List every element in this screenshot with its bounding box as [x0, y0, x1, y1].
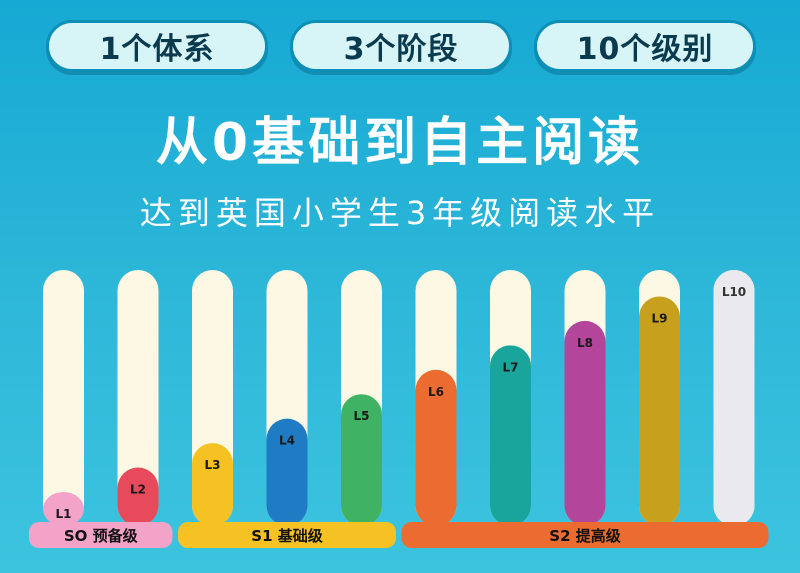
stage-band-0	[29, 522, 173, 548]
badge-stages: 3个阶段	[290, 20, 512, 72]
bar-l7	[490, 345, 531, 526]
bar-label-l1: L1	[56, 507, 72, 521]
bar-label-l7: L7	[503, 360, 519, 374]
stage-label-0: SO 预备级	[64, 527, 139, 545]
bar-l5	[341, 394, 382, 526]
bar-label-l10: L10	[722, 285, 746, 299]
bar-l3	[192, 443, 233, 526]
track-l2	[117, 270, 159, 526]
bar-l1	[43, 492, 84, 526]
bar-label-l9: L9	[652, 311, 668, 325]
stage-band-2	[401, 522, 769, 548]
bar-l9	[639, 296, 680, 526]
bar-label-l3: L3	[205, 458, 221, 472]
bar-label-l4: L4	[279, 434, 295, 448]
bar-label-l8: L8	[577, 336, 593, 350]
bar-l2	[117, 467, 159, 526]
badge-row: 1个体系 3个阶段 10个级别	[0, 14, 800, 80]
stage-label-1: S1 基础级	[251, 527, 323, 545]
badge-levels: 10个级别	[534, 20, 756, 72]
bar-label-l2: L2	[130, 483, 146, 497]
bar-l8	[564, 320, 606, 526]
stage-label-2: S2 提高级	[549, 527, 621, 545]
stage-band-1	[178, 522, 396, 548]
bar-l10	[713, 270, 755, 526]
bar-l6	[415, 369, 457, 526]
bar-label-l6: L6	[428, 385, 444, 399]
track-l1	[43, 270, 84, 526]
bar-l4	[266, 418, 308, 526]
badge-system: 1个体系	[46, 20, 268, 72]
bar-label-l5: L5	[354, 409, 370, 423]
page-title: 从0基础到自主阅读	[155, 113, 645, 173]
page-subtitle: 达到英国小学生3年级阅读水平	[139, 194, 661, 232]
